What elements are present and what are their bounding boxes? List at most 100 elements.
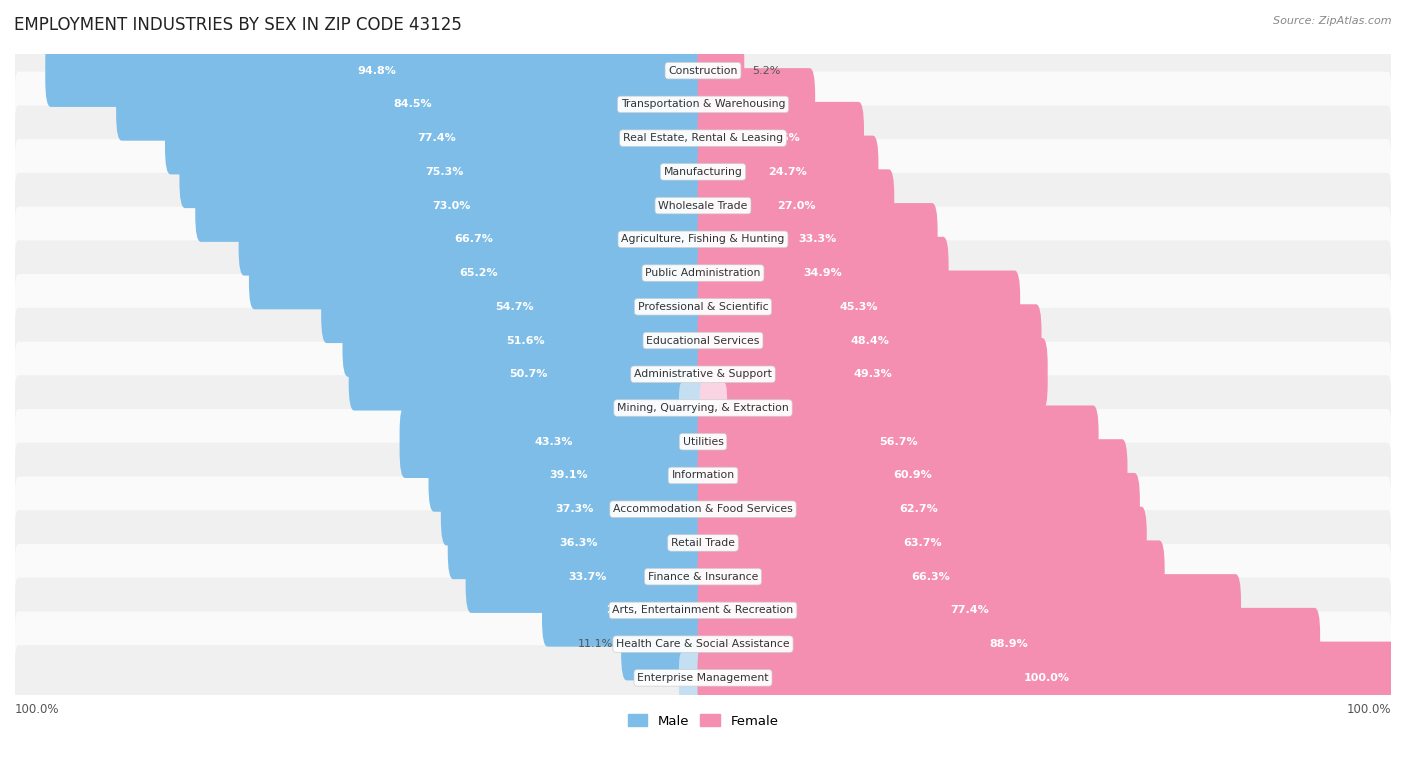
Text: Information: Information (672, 470, 734, 480)
FancyBboxPatch shape (180, 136, 709, 208)
Text: 49.3%: 49.3% (853, 369, 891, 379)
Text: 54.7%: 54.7% (495, 302, 534, 312)
FancyBboxPatch shape (697, 507, 1147, 579)
Text: 24.7%: 24.7% (769, 167, 807, 177)
Text: 84.5%: 84.5% (394, 99, 432, 109)
FancyBboxPatch shape (15, 443, 1391, 508)
FancyBboxPatch shape (697, 473, 1140, 546)
Text: Enterprise Management: Enterprise Management (637, 673, 769, 683)
Text: 100.0%: 100.0% (1347, 703, 1391, 716)
Text: 66.3%: 66.3% (911, 572, 950, 582)
FancyBboxPatch shape (239, 203, 709, 275)
FancyBboxPatch shape (15, 376, 1391, 441)
Text: Wholesale Trade: Wholesale Trade (658, 201, 748, 210)
Text: 100.0%: 100.0% (1024, 673, 1070, 683)
Legend: Male, Female: Male, Female (623, 709, 783, 733)
Text: 51.6%: 51.6% (506, 335, 544, 345)
FancyBboxPatch shape (15, 611, 1391, 677)
FancyBboxPatch shape (15, 544, 1391, 609)
FancyBboxPatch shape (15, 510, 1391, 576)
Text: Health Care & Social Assistance: Health Care & Social Assistance (616, 639, 790, 650)
Text: Retail Trade: Retail Trade (671, 538, 735, 548)
Text: 45.3%: 45.3% (839, 302, 879, 312)
FancyBboxPatch shape (697, 338, 1047, 411)
Text: Administrative & Support: Administrative & Support (634, 369, 772, 379)
Text: 34.9%: 34.9% (804, 268, 842, 278)
FancyBboxPatch shape (697, 642, 1396, 714)
FancyBboxPatch shape (45, 34, 709, 107)
Text: 88.9%: 88.9% (990, 639, 1028, 650)
Text: 0.0%: 0.0% (661, 673, 689, 683)
Text: 77.4%: 77.4% (418, 133, 456, 143)
Text: 22.6%: 22.6% (606, 605, 644, 615)
FancyBboxPatch shape (697, 169, 894, 242)
FancyBboxPatch shape (15, 476, 1391, 542)
FancyBboxPatch shape (697, 203, 938, 275)
Text: 75.3%: 75.3% (425, 167, 463, 177)
FancyBboxPatch shape (621, 608, 709, 681)
Text: 0.0%: 0.0% (661, 403, 689, 413)
FancyBboxPatch shape (697, 102, 865, 175)
Text: Utilities: Utilities (682, 437, 724, 447)
Text: EMPLOYMENT INDUSTRIES BY SEX IN ZIP CODE 43125: EMPLOYMENT INDUSTRIES BY SEX IN ZIP CODE… (14, 16, 463, 33)
Text: 48.4%: 48.4% (851, 335, 889, 345)
Text: Public Administration: Public Administration (645, 268, 761, 278)
FancyBboxPatch shape (679, 382, 706, 434)
FancyBboxPatch shape (700, 382, 727, 434)
Text: 73.0%: 73.0% (433, 201, 471, 210)
FancyBboxPatch shape (697, 271, 1021, 343)
FancyBboxPatch shape (441, 473, 709, 546)
FancyBboxPatch shape (321, 271, 709, 343)
FancyBboxPatch shape (15, 577, 1391, 643)
FancyBboxPatch shape (15, 139, 1391, 205)
Text: Manufacturing: Manufacturing (664, 167, 742, 177)
Text: 60.9%: 60.9% (893, 470, 932, 480)
Text: 50.7%: 50.7% (509, 369, 548, 379)
Text: Finance & Insurance: Finance & Insurance (648, 572, 758, 582)
FancyBboxPatch shape (15, 274, 1391, 340)
Text: 63.7%: 63.7% (903, 538, 942, 548)
FancyBboxPatch shape (117, 68, 709, 140)
Text: 37.3%: 37.3% (555, 504, 593, 514)
Text: 33.3%: 33.3% (799, 234, 837, 244)
Text: Arts, Entertainment & Recreation: Arts, Entertainment & Recreation (613, 605, 793, 615)
Text: 11.1%: 11.1% (578, 639, 613, 650)
FancyBboxPatch shape (465, 540, 709, 613)
FancyBboxPatch shape (15, 241, 1391, 306)
FancyBboxPatch shape (447, 507, 709, 579)
Text: 66.7%: 66.7% (454, 234, 494, 244)
FancyBboxPatch shape (697, 304, 1042, 377)
Text: 56.7%: 56.7% (879, 437, 917, 447)
FancyBboxPatch shape (15, 106, 1391, 171)
Text: 27.0%: 27.0% (776, 201, 815, 210)
FancyBboxPatch shape (15, 38, 1391, 103)
FancyBboxPatch shape (349, 338, 709, 411)
Text: 100.0%: 100.0% (15, 703, 59, 716)
Text: 62.7%: 62.7% (900, 504, 938, 514)
Text: 65.2%: 65.2% (460, 268, 498, 278)
Text: 36.3%: 36.3% (558, 538, 598, 548)
FancyBboxPatch shape (697, 608, 1320, 681)
Text: 0.0%: 0.0% (717, 403, 745, 413)
Text: 39.1%: 39.1% (550, 470, 588, 480)
Text: 94.8%: 94.8% (357, 66, 396, 76)
FancyBboxPatch shape (541, 574, 709, 646)
FancyBboxPatch shape (165, 102, 709, 175)
Text: Accommodation & Food Services: Accommodation & Food Services (613, 504, 793, 514)
FancyBboxPatch shape (399, 406, 709, 478)
FancyBboxPatch shape (15, 173, 1391, 238)
FancyBboxPatch shape (15, 71, 1391, 137)
FancyBboxPatch shape (697, 439, 1128, 511)
FancyBboxPatch shape (195, 169, 709, 242)
FancyBboxPatch shape (697, 136, 879, 208)
FancyBboxPatch shape (15, 206, 1391, 272)
Text: 15.5%: 15.5% (737, 99, 776, 109)
FancyBboxPatch shape (249, 237, 709, 310)
FancyBboxPatch shape (697, 574, 1241, 646)
Text: Transportation & Warehousing: Transportation & Warehousing (621, 99, 785, 109)
Text: 33.7%: 33.7% (568, 572, 606, 582)
FancyBboxPatch shape (429, 439, 709, 511)
FancyBboxPatch shape (15, 308, 1391, 373)
Text: 5.2%: 5.2% (752, 66, 780, 76)
Text: Agriculture, Fishing & Hunting: Agriculture, Fishing & Hunting (621, 234, 785, 244)
